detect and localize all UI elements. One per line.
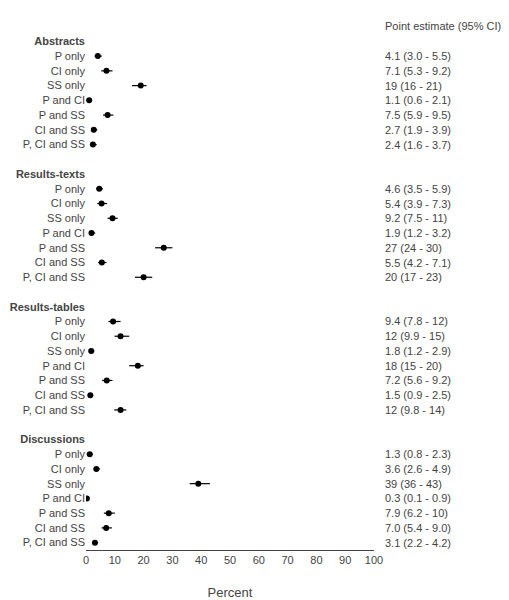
svg-text:100: 100 — [365, 554, 383, 566]
svg-text:CI only: CI only — [51, 65, 86, 77]
svg-text:P and CI: P and CI — [42, 492, 85, 504]
svg-text:P, CI and SS: P, CI and SS — [23, 536, 85, 548]
svg-text:1.1 (0.6 - 2.1): 1.1 (0.6 - 2.1) — [385, 94, 451, 106]
svg-text:70: 70 — [281, 554, 293, 566]
svg-text:4.6 (3.5 - 5.9): 4.6 (3.5 - 5.9) — [385, 183, 451, 195]
svg-text:P only: P only — [55, 50, 86, 62]
svg-text:CI and SS: CI and SS — [35, 389, 85, 401]
svg-text:P, CI and SS: P, CI and SS — [23, 271, 85, 283]
svg-text:3.1 (2.2 - 4.2): 3.1 (2.2 - 4.2) — [385, 537, 451, 549]
svg-text:3.6 (2.6 - 4.9): 3.6 (2.6 - 4.9) — [385, 463, 451, 475]
svg-text:CI and SS: CI and SS — [35, 522, 85, 534]
svg-text:CI and SS: CI and SS — [35, 256, 85, 268]
svg-text:Discussions: Discussions — [20, 433, 85, 445]
svg-text:19 (16 - 21): 19 (16 - 21) — [385, 80, 442, 92]
svg-text:60: 60 — [253, 554, 265, 566]
svg-text:Point estimate (95% CI): Point estimate (95% CI) — [385, 20, 501, 32]
svg-text:18 (15 - 20): 18 (15 - 20) — [385, 360, 442, 372]
svg-text:20 (17 - 23): 20 (17 - 23) — [385, 271, 442, 283]
svg-text:1.8 (1.2 - 2.9): 1.8 (1.2 - 2.9) — [385, 345, 451, 357]
svg-text:P only: P only — [55, 448, 86, 460]
svg-text:P and CI: P and CI — [42, 360, 85, 372]
svg-text:1.5 (0.9 - 2.5): 1.5 (0.9 - 2.5) — [385, 389, 451, 401]
svg-text:P and CI: P and CI — [42, 94, 85, 106]
svg-text:0.3 (0.1 - 0.9): 0.3 (0.1 - 0.9) — [385, 492, 451, 504]
svg-text:CI only: CI only — [51, 463, 86, 475]
svg-text:2.4 (1.6 - 3.7): 2.4 (1.6 - 3.7) — [385, 139, 451, 151]
svg-text:P and CI: P and CI — [42, 227, 85, 239]
svg-text:12 (9.9 - 15): 12 (9.9 - 15) — [385, 330, 445, 342]
svg-text:27 (24 - 30): 27 (24 - 30) — [385, 242, 442, 254]
svg-text:20: 20 — [137, 554, 149, 566]
svg-text:39 (36 - 43): 39 (36 - 43) — [385, 478, 442, 490]
svg-text:P only: P only — [55, 183, 86, 195]
svg-text:2.7 (1.9 - 3.9): 2.7 (1.9 - 3.9) — [385, 124, 451, 136]
svg-text:P, CI and SS: P, CI and SS — [23, 404, 85, 416]
svg-text:7.5 (5.9 - 9.5): 7.5 (5.9 - 9.5) — [385, 109, 451, 121]
svg-text:5.5 (4.2 - 7.1): 5.5 (4.2 - 7.1) — [385, 257, 451, 269]
svg-text:Results-tables: Results-tables — [10, 301, 85, 313]
svg-text:P, CI and SS: P, CI and SS — [23, 138, 85, 150]
svg-text:7.0 (5.4 - 9.0): 7.0 (5.4 - 9.0) — [385, 522, 451, 534]
svg-text:30: 30 — [166, 554, 178, 566]
svg-text:4.1 (3.0 - 5.5): 4.1 (3.0 - 5.5) — [385, 50, 451, 62]
svg-text:P and SS: P and SS — [39, 109, 85, 121]
svg-text:9.2 (7.5 - 11): 9.2 (7.5 - 11) — [385, 212, 447, 224]
svg-text:CI only: CI only — [51, 197, 86, 209]
svg-text:40: 40 — [195, 554, 207, 566]
svg-text:7.2 (5.6 - 9.2): 7.2 (5.6 - 9.2) — [385, 374, 451, 386]
svg-text:50: 50 — [224, 554, 236, 566]
svg-text:9.4 (7.8 - 12): 9.4 (7.8 - 12) — [385, 315, 448, 327]
svg-text:1.9 (1.2 - 3.2): 1.9 (1.2 - 3.2) — [385, 227, 451, 239]
svg-text:7.9 (6.2 - 10): 7.9 (6.2 - 10) — [385, 507, 448, 519]
svg-text:1.3 (0.8 - 2.3): 1.3 (0.8 - 2.3) — [385, 448, 451, 460]
svg-text:SS only: SS only — [47, 212, 85, 224]
svg-text:SS only: SS only — [47, 478, 85, 490]
svg-text:0: 0 — [83, 554, 89, 566]
svg-text:CI and SS: CI and SS — [35, 124, 85, 136]
svg-text:P and SS: P and SS — [39, 242, 85, 254]
svg-text:12 (9.8 - 14): 12 (9.8 - 14) — [385, 404, 445, 416]
svg-text:P and SS: P and SS — [39, 507, 85, 519]
svg-text:Results-texts: Results-texts — [16, 168, 85, 180]
svg-text:Abstracts: Abstracts — [34, 35, 85, 47]
svg-text:CI only: CI only — [51, 330, 86, 342]
svg-text:P only: P only — [55, 315, 86, 327]
svg-text:80: 80 — [310, 554, 322, 566]
svg-text:Percent: Percent — [208, 585, 253, 600]
svg-text:10: 10 — [109, 554, 121, 566]
svg-text:7.1 (5.3 - 9.2): 7.1 (5.3 - 9.2) — [385, 65, 451, 77]
svg-text:90: 90 — [339, 554, 351, 566]
svg-text:5.4 (3.9 - 7.3): 5.4 (3.9 - 7.3) — [385, 198, 451, 210]
svg-text:SS only: SS only — [47, 345, 85, 357]
svg-text:P and SS: P and SS — [39, 374, 85, 386]
svg-text:SS only: SS only — [47, 79, 85, 91]
